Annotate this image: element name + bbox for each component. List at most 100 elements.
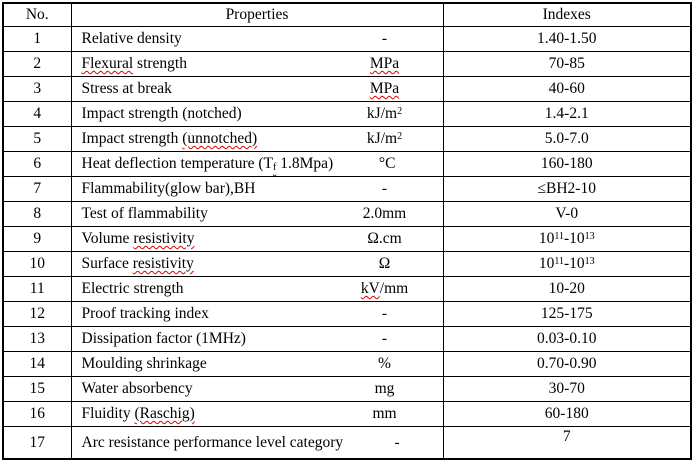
- property-wrap: Flexural strength MPa: [72, 55, 443, 73]
- index-value: 10-20: [443, 277, 691, 302]
- property-name: Fluidity (Raschig): [82, 405, 331, 423]
- property-unit: -: [331, 330, 439, 348]
- property-cell: Flammability(glow bar),BH -: [71, 177, 443, 202]
- index-value: 125-175: [443, 302, 691, 327]
- property-cell: Dissipation factor (1MHz) -: [71, 327, 443, 352]
- property-cell: Relative density -: [71, 27, 443, 52]
- property-wrap: Volume resistivity Ω.cm: [72, 230, 443, 248]
- property-unit: 2.0mm: [331, 205, 439, 223]
- index-value: 1011-1013: [443, 252, 691, 277]
- property-unit: mm: [331, 405, 439, 423]
- property-unit: MPa: [331, 55, 439, 73]
- table-row: 16 Fluidity (Raschig) mm 60-180: [3, 402, 691, 427]
- property-wrap: Stress at break MPa: [72, 80, 443, 98]
- property-cell: Heat deflection temperature (Tf 1.8Mpa) …: [71, 152, 443, 177]
- table-row: 5 Impact strength (unnotched) kJ/m2 5.0-…: [3, 127, 691, 152]
- row-number: 13: [3, 327, 71, 352]
- property-unit: -: [331, 30, 439, 48]
- property-cell: Impact strength (unnotched) kJ/m2: [71, 127, 443, 152]
- table-row: 14 Moulding shrinkage % 0.70-0.90: [3, 352, 691, 377]
- property-name: Test of flammability: [82, 205, 331, 223]
- row-number: 3: [3, 77, 71, 102]
- table-row: 10 Surface resistivity Ω 1011-1013: [3, 252, 691, 277]
- index-value: 1011-1013: [443, 227, 691, 252]
- property-unit: Ω: [331, 255, 439, 273]
- table-header-row: No. Properties Indexes: [3, 3, 691, 27]
- row-number: 12: [3, 302, 71, 327]
- property-cell: Water absorbency mg: [71, 377, 443, 402]
- property-wrap: Electric strength kV/mm: [72, 280, 443, 298]
- column-header-indexes: Indexes: [443, 3, 691, 27]
- table-row: 2 Flexural strength MPa 70-85: [3, 52, 691, 77]
- property-wrap: Water absorbency mg: [72, 380, 443, 398]
- table-row: 7 Flammability(glow bar),BH - ≤BH2-10: [3, 177, 691, 202]
- row-number: 2: [3, 52, 71, 77]
- property-wrap: Proof tracking index -: [72, 305, 443, 323]
- property-name: Flexural strength: [82, 55, 331, 73]
- row-number: 14: [3, 352, 71, 377]
- property-cell: Proof tracking index -: [71, 302, 443, 327]
- index-value: V-0: [443, 202, 691, 227]
- table-row: 8 Test of flammability 2.0mm V-0: [3, 202, 691, 227]
- index-value: 0.70-0.90: [443, 352, 691, 377]
- property-unit: -: [331, 305, 439, 323]
- property-unit: kV/mm: [331, 280, 439, 298]
- property-cell: Impact strength (notched) kJ/m2: [71, 102, 443, 127]
- property-wrap: Fluidity (Raschig) mm: [72, 405, 443, 423]
- property-name: Flammability(glow bar),BH: [82, 180, 331, 198]
- document-page: No. Properties Indexes 1 Relative densit…: [0, 0, 694, 443]
- row-number: 4: [3, 102, 71, 127]
- property-cell: Flexural strength MPa: [71, 52, 443, 77]
- index-value: 60-180: [443, 402, 691, 427]
- property-cell: Volume resistivity Ω.cm: [71, 227, 443, 252]
- property-name: Proof tracking index: [82, 305, 331, 323]
- index-value: 5.0-7.0: [443, 127, 691, 152]
- property-wrap: Impact strength (unnotched) kJ/m2: [72, 130, 443, 148]
- property-name: Stress at break: [82, 80, 331, 98]
- property-unit: kJ/m2: [331, 130, 439, 148]
- property-cell: Fluidity (Raschig) mm: [71, 402, 443, 427]
- index-value: 160-180: [443, 152, 691, 177]
- property-wrap: Flammability(glow bar),BH -: [72, 180, 443, 198]
- property-wrap: Moulding shrinkage %: [72, 355, 443, 373]
- column-header-properties: Properties: [71, 3, 443, 27]
- table-row: 3 Stress at break MPa 40-60: [3, 77, 691, 102]
- row-number: 6: [3, 152, 71, 177]
- property-unit: %: [331, 355, 439, 373]
- property-name: Volume resistivity: [82, 230, 331, 248]
- property-name: Dissipation factor (1MHz): [82, 330, 331, 348]
- property-name: Water absorbency: [82, 380, 331, 398]
- property-wrap: Surface resistivity Ω: [72, 255, 443, 273]
- row-number: 10: [3, 252, 71, 277]
- property-unit: °C: [333, 155, 441, 173]
- property-cell: Moulding shrinkage %: [71, 352, 443, 377]
- row-number: 15: [3, 377, 71, 402]
- table-row: 4 Impact strength (notched) kJ/m2 1.4-2.…: [3, 102, 691, 127]
- property-unit: mg: [331, 380, 439, 398]
- index-value: 40-60: [443, 77, 691, 102]
- table-row: 6 Heat deflection temperature (Tf 1.8Mpa…: [3, 152, 691, 177]
- table-body: 1 Relative density - 1.40-1.50 2 Flexura…: [3, 27, 691, 460]
- property-cell: Surface resistivity Ω: [71, 252, 443, 277]
- property-name: Heat deflection temperature (Tf 1.8Mpa): [82, 155, 334, 174]
- table-row: 1 Relative density - 1.40-1.50: [3, 27, 691, 52]
- index-value: 1.40-1.50: [443, 27, 691, 52]
- index-value: 70-85: [443, 52, 691, 77]
- index-value: 1.4-2.1: [443, 102, 691, 127]
- property-wrap: Heat deflection temperature (Tf 1.8Mpa) …: [72, 155, 443, 174]
- property-name: Impact strength (notched): [82, 105, 331, 123]
- property-cell: Stress at break MPa: [71, 77, 443, 102]
- property-cell: Electric strength kV/mm: [71, 277, 443, 302]
- index-value: 0.03-0.10: [443, 327, 691, 352]
- property-wrap: Relative density -: [72, 30, 443, 48]
- table-row: 12 Proof tracking index - 125-175: [3, 302, 691, 327]
- row-number: 1: [3, 27, 71, 52]
- property-wrap: Dissipation factor (1MHz) -: [72, 330, 443, 348]
- table-row: 15 Water absorbency mg 30-70: [3, 377, 691, 402]
- property-unit: MPa: [331, 80, 439, 98]
- property-name: Electric strength: [82, 280, 331, 298]
- property-wrap: Test of flammability 2.0mm: [72, 205, 443, 223]
- property-unit: -: [331, 180, 439, 198]
- property-name: Surface resistivity: [82, 255, 331, 273]
